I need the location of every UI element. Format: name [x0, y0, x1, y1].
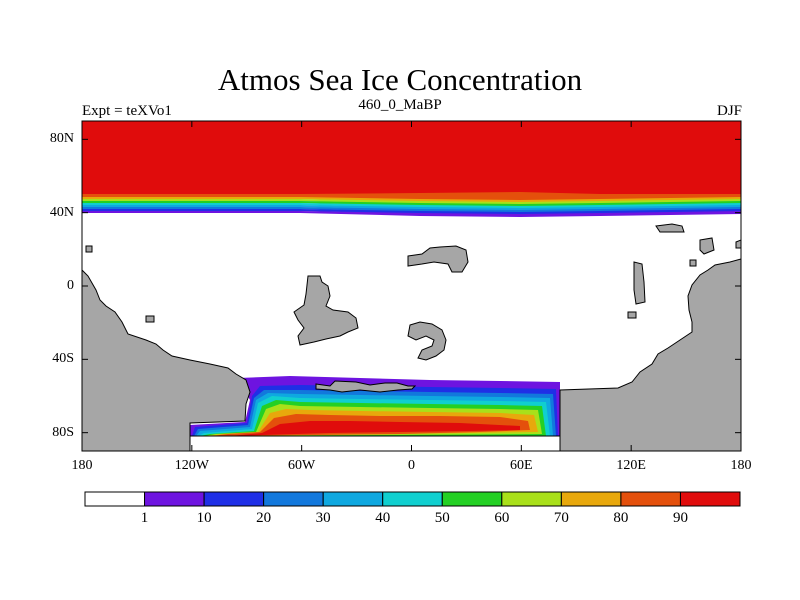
- island-central: [407, 321, 447, 361]
- island-central-west: [293, 275, 359, 346]
- color-bar-swatch: [560, 491, 622, 507]
- northern-ice-band-10: [82, 211, 741, 217]
- lon-tick-label: 60E: [510, 458, 533, 473]
- experiment-label: Expt = teXVo1: [82, 103, 172, 119]
- southern-ice-band-90: [230, 421, 520, 436]
- northern-ice-core: [82, 121, 741, 197]
- color-bar-swatch: [620, 491, 681, 507]
- antarctic-ridge: [315, 380, 417, 393]
- lon-tick-label: 60W: [288, 458, 316, 473]
- color-bar-label: 60: [494, 510, 510, 526]
- color-bar-label: 50: [434, 510, 450, 526]
- axis-tick-marks: [81, 121, 742, 451]
- color-bar-swatch: [144, 491, 205, 507]
- plot-title: Atmos Sea Ice Concentration: [217, 62, 583, 97]
- color-bar-swatch: [501, 491, 562, 507]
- northern-ice-band-90: [82, 192, 741, 201]
- lon-tick-label: 120W: [174, 458, 209, 473]
- color-bar-label: 10: [196, 510, 212, 526]
- color-bar-label: 80: [613, 510, 629, 526]
- lon-tick-label: 180: [730, 458, 752, 473]
- southern-ice-outline: [190, 390, 561, 437]
- island-west-dot-1: [85, 245, 93, 253]
- lon-tick-label: 120E: [616, 458, 646, 473]
- lon-tick-label: 0: [408, 458, 415, 473]
- west-continent: [82, 269, 251, 451]
- island-east-edge: [735, 239, 741, 249]
- color-bar-label: 40: [375, 510, 391, 526]
- lat-tick-label: 40S: [52, 351, 74, 367]
- land-masses: [82, 223, 741, 451]
- lat-tick-label: 80N: [49, 131, 74, 147]
- color-bar-swatch: [322, 491, 384, 507]
- color-bar-label: 90: [672, 510, 688, 526]
- island-east-strip: [633, 261, 646, 305]
- color-bar-swatch: [382, 491, 443, 507]
- lon-tick-label: 180: [71, 458, 93, 473]
- island-west-dot-2: [145, 315, 155, 323]
- island-north-center: [407, 245, 469, 273]
- island-east-dot: [689, 259, 697, 267]
- island-east-north-1: [655, 223, 685, 233]
- lat-tick-label: 0: [67, 278, 74, 293]
- time-label: 460_0_MaBP: [358, 97, 442, 113]
- color-bar-label: 70: [553, 510, 569, 526]
- color-bar-swatch: [263, 491, 324, 507]
- lat-tick-label: 80S: [52, 424, 74, 440]
- color-bar-swatch: [203, 491, 265, 507]
- color-bar-swatch: [441, 491, 503, 507]
- color-bar-label: 30: [315, 510, 331, 526]
- color-bar-label: 1: [140, 510, 149, 526]
- color-bar-swatch: [679, 491, 741, 507]
- southern-ice-field: [190, 376, 560, 436]
- northern-ice-field: [82, 121, 741, 217]
- color-bar-label: 20: [256, 510, 272, 526]
- color-bar-swatch: [84, 491, 146, 507]
- season-label: DJF: [716, 103, 742, 119]
- east-continent: [559, 258, 741, 451]
- island-east-dot-2: [627, 311, 637, 319]
- color-bar: [84, 491, 741, 507]
- lat-tick-label: 40N: [49, 204, 74, 220]
- island-east-north-2: [699, 237, 715, 255]
